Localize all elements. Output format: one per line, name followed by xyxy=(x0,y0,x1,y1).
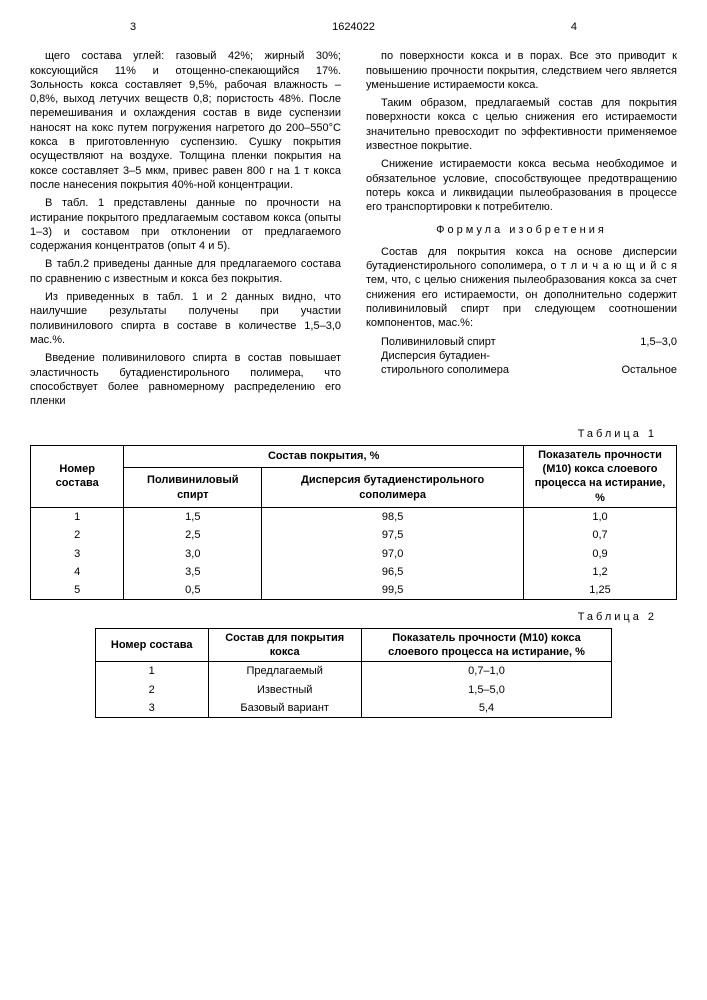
cell: 97,5 xyxy=(262,526,524,544)
cell: 1,2 xyxy=(524,563,677,581)
ingredient-value: 1,5–3,0 xyxy=(640,335,677,349)
page-header: 3 1624022 4 xyxy=(30,20,677,34)
ingredient-label: стирольного сополимера xyxy=(381,363,509,377)
table2: Номер состава Состав для покрытия кокса … xyxy=(95,628,613,718)
cell: 0,9 xyxy=(524,545,677,563)
ingredient-label: Поливиниловый спирт xyxy=(381,335,496,349)
page-num-right: 4 xyxy=(571,20,577,34)
th: Номер состава xyxy=(31,445,124,507)
ingredient-value: Остальное xyxy=(621,363,677,377)
cell: 3,5 xyxy=(124,563,262,581)
ingredient-label: Дисперсия бутадиен- xyxy=(381,349,490,363)
table-row: 43,596,51,2 xyxy=(31,563,677,581)
th: Показатель прочности (М10) кокса слоевог… xyxy=(524,445,677,507)
cell: 1,5–5,0 xyxy=(361,681,612,699)
table-row: 50,599,51,25 xyxy=(31,581,677,600)
para: Из приведенных в табл. 1 и 2 данных видн… xyxy=(30,290,341,347)
cell: 99,5 xyxy=(262,581,524,600)
para: Введение поливинилового спирта в состав … xyxy=(30,351,341,408)
cell: 1,0 xyxy=(524,507,677,526)
table2-label: Таблица 2 xyxy=(30,610,657,624)
ingredients: Поливиниловый спирт 1,5–3,0 Дисперсия бу… xyxy=(381,335,677,378)
cell: 3 xyxy=(95,699,208,718)
cell: 5 xyxy=(31,581,124,600)
cell: 2,5 xyxy=(124,526,262,544)
cell: Предлагаемый xyxy=(208,662,361,681)
cell: 1,5 xyxy=(124,507,262,526)
para: Снижение истираемости кокса весьма необх… xyxy=(366,157,677,214)
table-row: 33,097,00,9 xyxy=(31,545,677,563)
th: Состав для покрытия кокса xyxy=(208,628,361,662)
cell: 2 xyxy=(31,526,124,544)
cell: 0,7–1,0 xyxy=(361,662,612,681)
table-row: 2Известный1,5–5,0 xyxy=(95,681,612,699)
cell: 1,25 xyxy=(524,581,677,600)
th: Состав покрытия, % xyxy=(124,445,524,468)
th: Номер состава xyxy=(95,628,208,662)
right-column: по поверхности кокса и в порах. Все это … xyxy=(366,49,677,412)
cell: Известный xyxy=(208,681,361,699)
body-columns: щего состава углей: газовый 42%; жирный … xyxy=(30,49,677,412)
formula-heading: Формула изобретения xyxy=(366,223,677,237)
table-row: 1Предлагаемый0,7–1,0 xyxy=(95,662,612,681)
cell: 0,5 xyxy=(124,581,262,600)
cell: 4 xyxy=(31,563,124,581)
cell: 96,5 xyxy=(262,563,524,581)
doc-number: 1624022 xyxy=(332,20,375,34)
cell: 1 xyxy=(31,507,124,526)
page-num-left: 3 xyxy=(130,20,136,34)
cell: 3 xyxy=(31,545,124,563)
th: Дисперсия бутадиенстирольного сополимера xyxy=(262,468,524,508)
th: Показатель прочности (М10) кокса слоевог… xyxy=(361,628,612,662)
para: Состав для покрытия кокса на основе дисп… xyxy=(366,245,677,331)
cell: Базовый вариант xyxy=(208,699,361,718)
cell: 1 xyxy=(95,662,208,681)
para: В табл. 1 представлены данные по прочнос… xyxy=(30,196,341,253)
table1-label: Таблица 1 xyxy=(30,427,657,441)
cell: 0,7 xyxy=(524,526,677,544)
cell: 97,0 xyxy=(262,545,524,563)
para: Таким образом, предлагаемый состав для п… xyxy=(366,96,677,153)
table-row: 22,597,50,7 xyxy=(31,526,677,544)
cell: 3,0 xyxy=(124,545,262,563)
para: В табл.2 приведены данные для предлагаем… xyxy=(30,257,341,286)
cell: 5,4 xyxy=(361,699,612,718)
left-column: щего состава углей: газовый 42%; жирный … xyxy=(30,49,341,412)
table-row: 3Базовый вариант5,4 xyxy=(95,699,612,718)
table-row: 11,598,51,0 xyxy=(31,507,677,526)
para: щего состава углей: газовый 42%; жирный … xyxy=(30,49,341,192)
table1: Номер состава Состав покрытия, % Показат… xyxy=(30,445,677,601)
th: Поливиниловый спирт xyxy=(124,468,262,508)
para: по поверхности кокса и в порах. Все это … xyxy=(366,49,677,92)
cell: 98,5 xyxy=(262,507,524,526)
cell: 2 xyxy=(95,681,208,699)
